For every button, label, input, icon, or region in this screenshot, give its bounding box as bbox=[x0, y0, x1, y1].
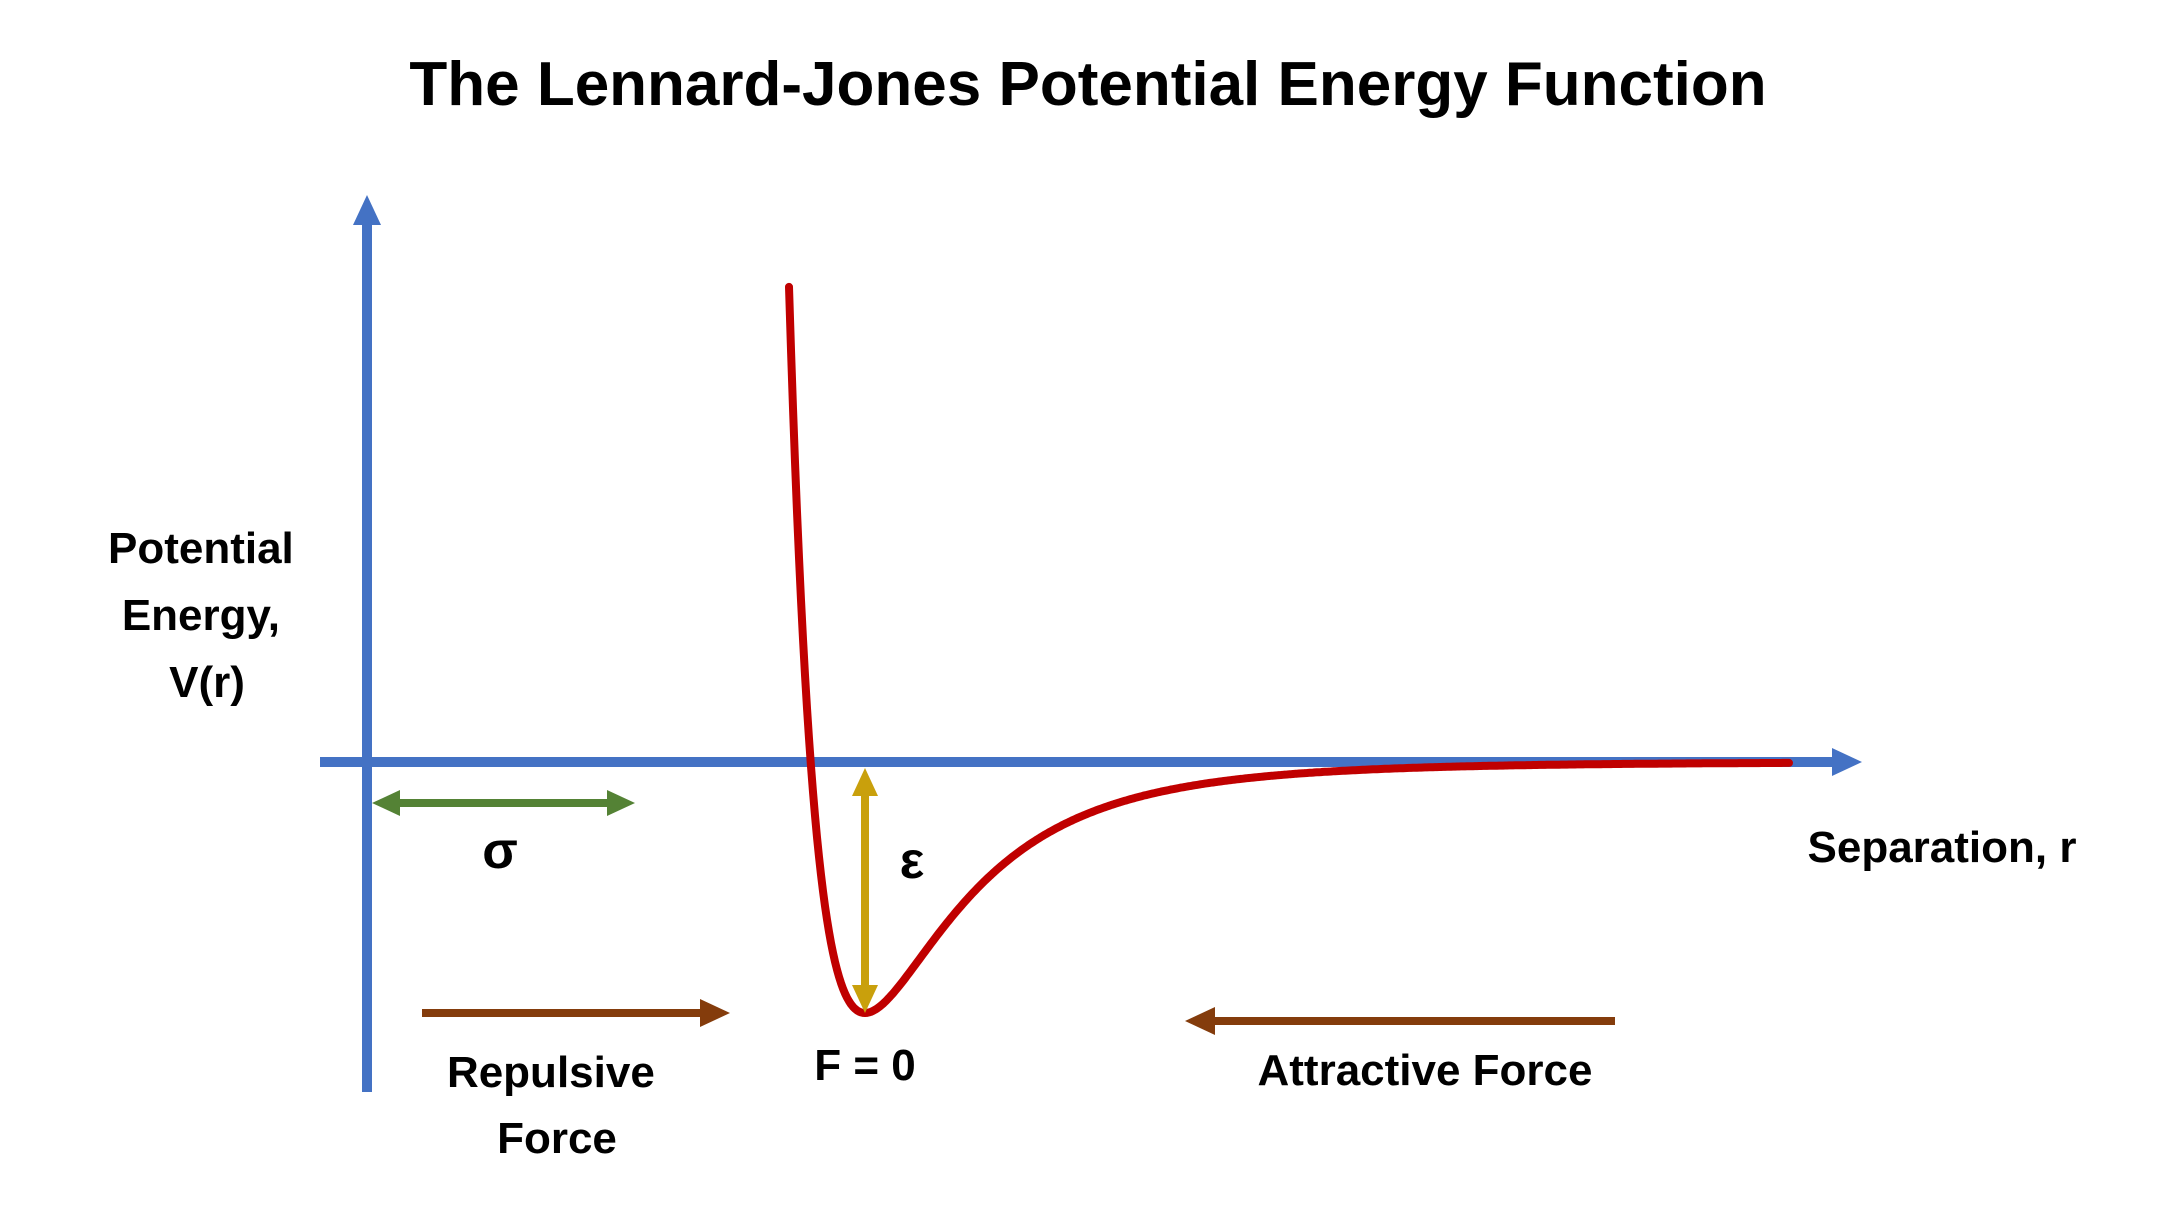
repulsive-force-arrow-right-icon bbox=[422, 999, 730, 1027]
x-axis-label: Separation, r bbox=[1808, 823, 2077, 872]
sigma-double-arrow-icon bbox=[372, 790, 635, 816]
attractive-force-label: Attractive Force bbox=[1257, 1046, 1592, 1095]
repulsive-force-label-line-2: Force bbox=[497, 1114, 617, 1163]
epsilon-double-arrow-icon bbox=[852, 768, 878, 1013]
y-axis-label-line-2: Energy, bbox=[122, 591, 280, 640]
repulsive-force-label-line-1: Repulsive bbox=[447, 1048, 655, 1097]
sigma-label: σ bbox=[482, 822, 518, 880]
equilibrium-label: F = 0 bbox=[814, 1041, 916, 1090]
attractive-force-arrow-left-icon bbox=[1185, 1007, 1615, 1035]
x-axis-arrow-right-icon bbox=[1832, 748, 1862, 776]
lennard-jones-curve bbox=[785, 282, 1793, 1017]
y-axis-label: Potential Energy, V(r) bbox=[108, 524, 306, 707]
y-axis-arrow-up-icon bbox=[353, 195, 381, 225]
y-axis-label-line-3: V(r) bbox=[169, 658, 245, 707]
repulsive-force-label: Repulsive Force bbox=[447, 1048, 667, 1163]
epsilon-label: ε bbox=[900, 832, 925, 890]
diagram-title: The Lennard-Jones Potential Energy Funct… bbox=[409, 50, 1766, 119]
y-axis-label-line-1: Potential bbox=[108, 524, 294, 573]
